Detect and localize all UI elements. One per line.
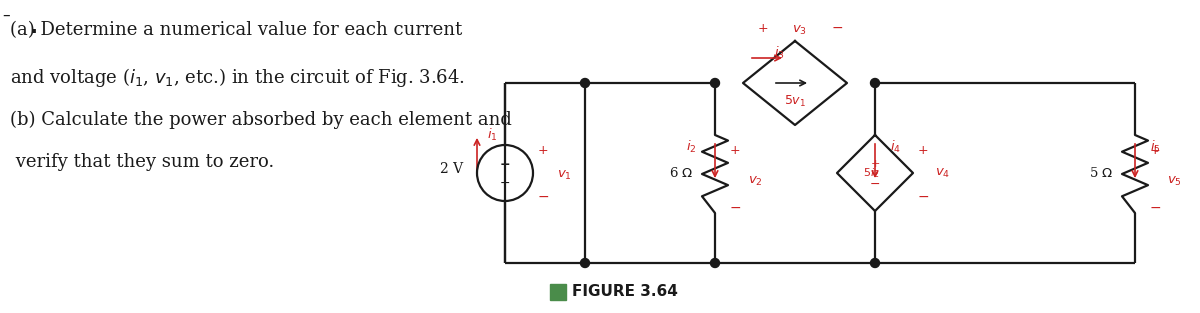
Text: $i_5$: $i_5$	[1150, 139, 1160, 155]
Text: $i_3$: $i_3$	[774, 45, 785, 61]
Text: +: +	[918, 145, 929, 157]
Text: −: −	[499, 177, 510, 189]
Text: −: −	[917, 190, 929, 204]
Text: $v_1$: $v_1$	[557, 168, 572, 182]
Text: –: –	[2, 8, 10, 23]
Text: $v_5$: $v_5$	[1166, 174, 1182, 187]
Text: $5i_2$: $5i_2$	[863, 166, 880, 180]
Circle shape	[581, 79, 589, 88]
Text: +: +	[757, 22, 768, 35]
Text: +: +	[1150, 145, 1160, 157]
Text: +: +	[538, 145, 548, 157]
Text: and voltage ($i_1$, $v_1$, etc.) in the circuit of Fig. 3.64.: and voltage ($i_1$, $v_1$, etc.) in the …	[10, 66, 464, 89]
Text: $i_1$: $i_1$	[487, 127, 498, 143]
Circle shape	[581, 259, 589, 268]
Text: $v_3$: $v_3$	[792, 24, 806, 37]
Text: verify that they sum to zero.: verify that they sum to zero.	[10, 153, 275, 171]
Text: 5 $\Omega$: 5 $\Omega$	[1088, 166, 1114, 180]
Text: (b) Calculate the power absorbed by each element and: (b) Calculate the power absorbed by each…	[10, 111, 512, 129]
Text: $5v_1$: $5v_1$	[784, 94, 806, 109]
Text: 6 $\Omega$: 6 $\Omega$	[668, 166, 694, 180]
Text: FIGURE 3.64: FIGURE 3.64	[572, 285, 678, 300]
Text: +: +	[730, 145, 740, 157]
Text: −: −	[870, 177, 881, 191]
Text: .: .	[30, 11, 38, 39]
Text: −: −	[538, 190, 548, 204]
Circle shape	[870, 79, 880, 88]
Circle shape	[870, 259, 880, 268]
Text: 2 V: 2 V	[440, 162, 463, 176]
Circle shape	[710, 79, 720, 88]
Text: −: −	[832, 21, 842, 35]
Text: $i_4$: $i_4$	[890, 139, 901, 155]
Text: +: +	[870, 159, 880, 169]
Text: −: −	[1150, 201, 1160, 215]
Text: $v_4$: $v_4$	[935, 167, 950, 180]
Circle shape	[710, 259, 720, 268]
Text: +: +	[499, 157, 510, 171]
Bar	[550, 284, 566, 300]
Text: $v_2$: $v_2$	[748, 174, 763, 187]
Text: (a) Determine a numerical value for each current: (a) Determine a numerical value for each…	[10, 21, 462, 39]
Text: −: −	[730, 201, 740, 215]
Text: $i_2$: $i_2$	[686, 139, 697, 155]
